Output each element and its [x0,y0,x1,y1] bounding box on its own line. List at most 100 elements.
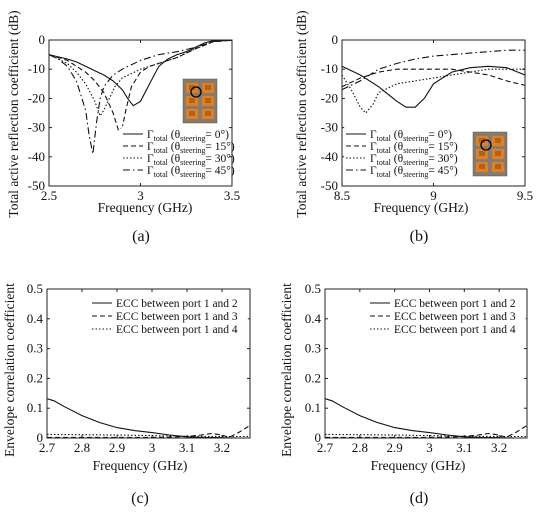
legend-entry-label: ECC between port 1 and 3 [394,311,516,323]
legend: ECC between port 1 and 2 ECC between port… [90,295,248,340]
series-line-4 [49,40,232,155]
legend-entry-label: Γtotal (θsteering= 15°) [147,141,235,155]
panel-b-caption: (b) [410,228,429,245]
y-tick-label: -50 [28,178,45,193]
legend-background [90,295,248,340]
x-tick-label: 2.8 [74,440,90,455]
y-tick-label: 0.2 [305,370,321,385]
x-tick-label: 3 [137,188,144,203]
y-tick-label: 0.3 [27,341,43,356]
panel-a-caption: (a) [132,228,150,245]
x-tick-label: 9.5 [517,188,533,203]
series-group [342,49,525,114]
y-tick-label: 0.1 [27,400,43,415]
series-line-1 [49,40,232,107]
series-line-1 [342,65,525,108]
series-group [47,398,250,438]
legend-entry-label: Γtotal (θsteering= 30°) [147,153,235,167]
panel-b-xlabel: Frequency (GHz) [374,200,469,215]
inset-slot [189,85,195,90]
y-tick-label: 0.2 [27,370,43,385]
y-tick-label: 0.5 [305,281,321,296]
y-tick-label: -30 [28,120,45,135]
legend-background [368,295,526,340]
inset-highlight-circle [190,86,202,98]
y-tick-label: -40 [28,149,45,164]
panel-c-ylabel: Envelope correlation coefficient [2,283,17,457]
legend-entry-label: Γtotal (θsteering= 15°) [370,141,458,155]
inset-slot [189,111,195,116]
x-tick-label: 3.1 [179,440,195,455]
axes-frame [324,288,528,439]
series-line-4 [342,49,525,91]
x-tick-label: 3.5 [224,188,240,203]
series-group [325,398,527,438]
legend-entry-label: Γtotal (θsteering= 0°) [147,129,229,143]
inset-slot [479,138,485,143]
y-tick-label: 0.4 [305,311,322,326]
y-tick-label: 0 [332,32,339,47]
panel-d-caption: (d) [410,490,429,507]
inset-slot [205,85,211,90]
panel-a-xlabel: Frequency (GHz) [98,200,193,215]
series-line-2 [342,68,525,88]
chart-panel-c: Envelope correlation coefficient 2.7 2.8 2… [2,281,251,507]
chart-panel-a: Total active reflection coefficient (dB)… [6,10,240,245]
y-tick-label: -10 [321,61,338,76]
y-tick-label: 0.1 [305,400,321,415]
legend-entry-label: Γtotal (θsteering= 45°) [370,165,458,179]
series-line-2 [325,425,527,438]
chart-panel-b: Total active reflection coefficient (dB)… [294,10,533,245]
y-tick-label: -40 [321,149,338,164]
series-line-1 [47,398,250,438]
inset-highlight-circle [480,139,492,151]
x-tick-label: 2.9 [109,440,125,455]
x-tick-label: 2.8 [352,440,368,455]
inset-slot [495,138,501,143]
y-tick-label: 0 [39,32,46,47]
legend-entry-label: ECC between port 1 and 4 [116,324,238,336]
x-tick-label: 3.1 [456,440,472,455]
y-tick-label: 0.3 [305,341,321,356]
x-tick-label: 2.7 [39,440,56,455]
x-tick-label: 3.2 [214,440,230,455]
series-group [49,40,232,155]
inset-slot [479,164,485,169]
legend-entry-label: ECC between port 1 and 2 [116,298,238,310]
axes-frame [48,39,233,187]
panel-d-xlabel: Frequency (GHz) [371,458,466,473]
y-tick-label: -20 [28,90,45,105]
axes-frame [341,39,526,187]
legend: Γtotal (θsteering= 0°)Γtotal (θsteering=… [344,126,458,180]
panel-d-ylabel: Envelope correlation coefficient [279,283,294,457]
y-tick-label: -50 [321,178,338,193]
inset-slot [495,164,501,169]
legend-background [344,126,452,180]
series-line-3 [342,68,525,114]
x-tick-label: 9 [430,188,437,203]
x-tick-label: 2.9 [387,440,403,455]
panel-c-caption: (c) [131,490,149,507]
x-tick-label: 2.5 [41,188,57,203]
antenna-photo-thumbnail [182,78,218,124]
x-tick-label: 8.5 [334,188,350,203]
legend: Γtotal (θsteering= 0°)Γtotal (θsteering=… [121,126,235,180]
series-line-2 [47,425,250,438]
y-tick-label: 0 [315,430,322,445]
y-tick-label: -20 [321,90,338,105]
y-tick-label: 0 [37,430,44,445]
y-tick-label: 0.4 [27,311,44,326]
inset-slot [479,151,485,156]
x-tick-label: 2.7 [317,440,334,455]
panel-c-xlabel: Frequency (GHz) [93,458,188,473]
legend-entry-label: ECC between port 1 and 4 [394,324,516,336]
x-tick-label: 3 [149,440,156,455]
inset-slot [495,151,501,156]
inset-slot [205,111,211,116]
panel-c-plot-area: 2.7 2.8 2.9 3 3.1 3.2 0 0.1 0.2 0.3 0.4 0.5 ECC betw… [27,281,251,455]
y-tick-label: 0.5 [27,281,43,296]
y-tick-label: -10 [28,61,45,76]
chart-panel-d: Envelope correlation coefficient 2.7 2.8 2… [279,281,528,507]
